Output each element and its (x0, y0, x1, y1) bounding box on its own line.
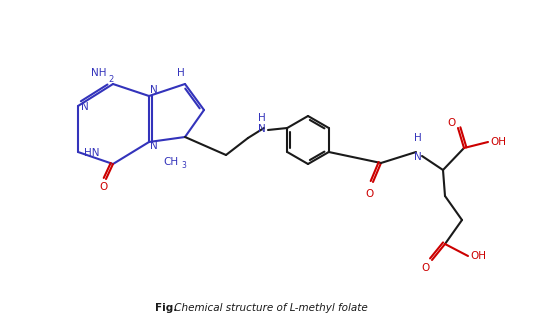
Text: O: O (100, 182, 108, 192)
Text: CH: CH (163, 157, 178, 167)
Text: N: N (81, 102, 89, 112)
Text: Chemical structure of L-methyl folate: Chemical structure of L-methyl folate (171, 303, 368, 313)
Text: 3: 3 (182, 161, 186, 170)
Text: N: N (258, 124, 266, 134)
Text: NH: NH (91, 68, 107, 78)
Text: N: N (414, 152, 422, 162)
Text: H: H (177, 68, 185, 78)
Text: N: N (150, 85, 158, 95)
Text: H: H (414, 133, 422, 143)
Text: OH: OH (490, 137, 506, 147)
Text: O: O (366, 189, 374, 199)
Text: HN: HN (85, 148, 100, 158)
Text: Fig.: Fig. (155, 303, 177, 313)
Text: N: N (150, 141, 158, 151)
Text: O: O (422, 263, 430, 273)
Text: O: O (448, 118, 456, 128)
Text: H: H (258, 113, 266, 123)
Text: 2: 2 (108, 75, 113, 83)
Text: OH: OH (470, 251, 486, 261)
